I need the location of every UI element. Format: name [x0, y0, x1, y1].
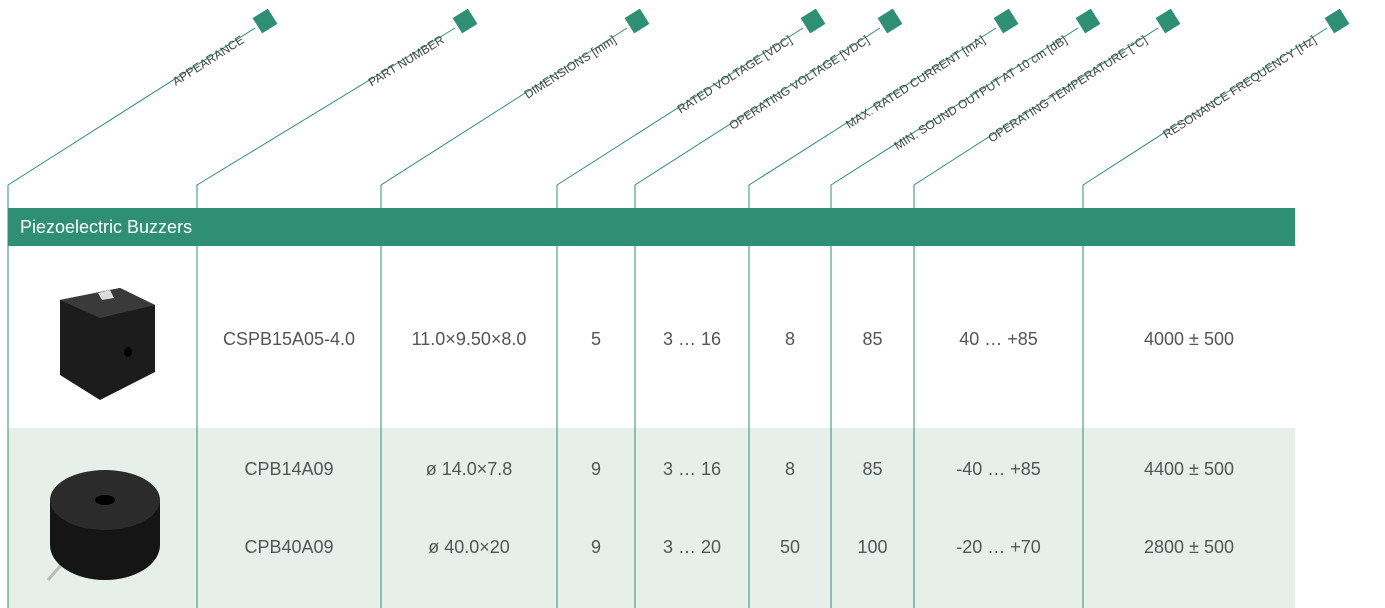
- page: {"header":{"columns":["APPEARANCE","PART…: [0, 0, 1385, 608]
- header-tab: [994, 9, 1019, 34]
- column-header: OPERATING TEMPERATURE [°C]: [985, 33, 1149, 146]
- table-cell: -20 … +70: [956, 537, 1041, 557]
- column-header: RESONANCE FREQUENCY [Hz]: [1160, 33, 1318, 142]
- table-cell: CSPB15A05-4.0: [223, 329, 355, 349]
- table-cell: 3 … 16: [663, 459, 721, 479]
- table-cell: 2800 ± 500: [1144, 537, 1234, 557]
- table-cell: CPB14A09: [244, 459, 333, 479]
- column-header: MIN. SOUND OUTPUT AT 10 cm [dB]: [892, 33, 1070, 153]
- buzzer-round-image: [48, 470, 160, 580]
- table-cell: 3 … 20: [663, 537, 721, 557]
- row-band: [8, 428, 1295, 608]
- column-header: DIMENSIONS [mm]: [522, 33, 619, 102]
- table-cell: -40 … +85: [956, 459, 1041, 479]
- header-tab: [1325, 9, 1350, 34]
- table-cell: 8: [785, 329, 795, 349]
- product-table: Piezoelectric Buzzers APPEARANCE PART NUM…: [0, 0, 1385, 608]
- table-cell: 9: [591, 459, 601, 479]
- table-cell: 8: [785, 459, 795, 479]
- header-tab: [1076, 9, 1101, 34]
- table-cell: 4000 ± 500: [1144, 329, 1234, 349]
- table-cell: 9: [591, 537, 601, 557]
- header-tab: [625, 9, 650, 34]
- table-cell: 5: [591, 329, 601, 349]
- table-cell: ø 40.0×20: [428, 537, 510, 557]
- table-cell: 50: [780, 537, 800, 557]
- table-cell: 85: [862, 459, 882, 479]
- table-cell: 100: [857, 537, 887, 557]
- header-tab: [1156, 9, 1181, 34]
- table-cell: 85: [862, 329, 882, 349]
- table-cell: 4400 ± 500: [1144, 459, 1234, 479]
- header-tab: [453, 9, 478, 34]
- header-tab: [801, 9, 826, 34]
- table-cell: ø 14.0×7.8: [426, 459, 513, 479]
- table-cell: CPB40A09: [244, 537, 333, 557]
- table-cell: 40 … +85: [959, 329, 1038, 349]
- header-tab: [878, 9, 903, 34]
- header-tab: [253, 9, 278, 34]
- column-header: PART NUMBER: [366, 32, 447, 89]
- column-header: APPEARANCE: [170, 33, 247, 89]
- page-body: Piezoelectric Buzzers APPEARANCE PART NUM…: [0, 0, 1385, 608]
- table-cell: 11.0×9.50×8.0: [412, 329, 527, 349]
- table-cell: 3 … 16: [663, 329, 721, 349]
- buzzer-square-image: [60, 288, 155, 400]
- section-band: [8, 208, 1295, 246]
- section-title: Piezoelectric Buzzers: [20, 217, 192, 237]
